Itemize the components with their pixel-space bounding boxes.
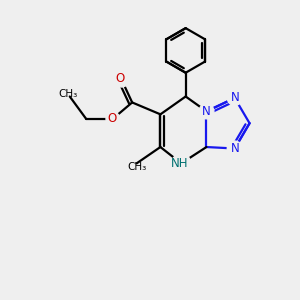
Text: NH: NH bbox=[171, 157, 188, 170]
Text: CH₃: CH₃ bbox=[58, 88, 78, 98]
Circle shape bbox=[227, 91, 242, 105]
Text: N: N bbox=[231, 91, 240, 104]
Circle shape bbox=[172, 154, 191, 173]
Text: N: N bbox=[231, 142, 240, 155]
Circle shape bbox=[115, 73, 129, 87]
Circle shape bbox=[227, 141, 242, 156]
Text: O: O bbox=[108, 112, 117, 125]
Text: N: N bbox=[202, 105, 211, 118]
Text: O: O bbox=[116, 73, 125, 85]
Circle shape bbox=[199, 104, 214, 119]
Circle shape bbox=[106, 112, 120, 126]
Text: CH₃: CH₃ bbox=[127, 162, 146, 172]
